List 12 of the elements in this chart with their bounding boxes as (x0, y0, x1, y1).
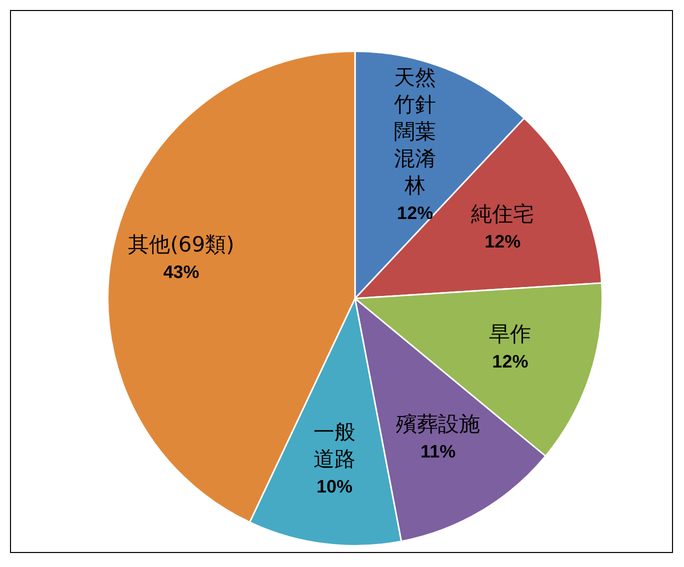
slice-label: 旱作 (489, 322, 532, 346)
slice-label: 殯葬設施 (396, 412, 480, 436)
data-label: 12% (397, 203, 434, 224)
slice-label: 其他(69類) (128, 232, 234, 257)
data-label: 12% (484, 231, 521, 252)
slice-label: 天然竹針闊葉混淆林 (394, 66, 436, 198)
data-label: 43% (163, 262, 200, 282)
data-label: 10% (316, 476, 353, 496)
slice-label: 純住宅 (471, 202, 534, 226)
data-label: 12% (492, 351, 528, 372)
slice-label: 一般道路 (314, 420, 356, 471)
data-label: 11% (420, 441, 456, 462)
